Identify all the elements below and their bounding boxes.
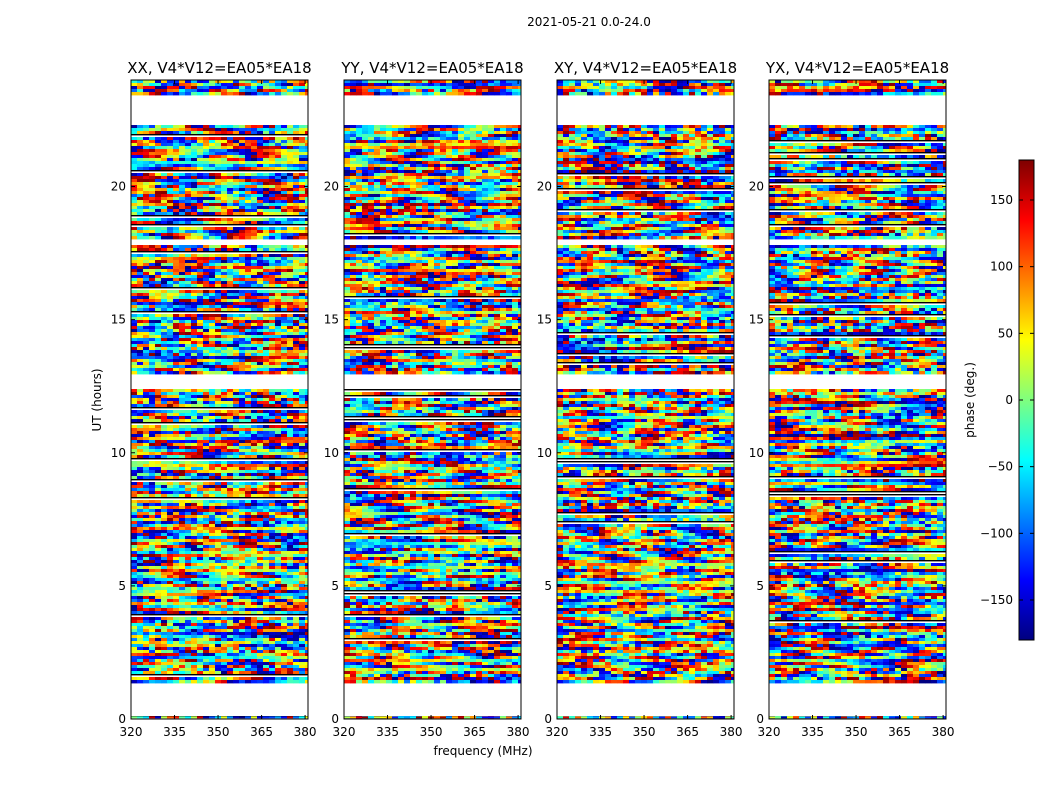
x-tick-label: 335 xyxy=(589,725,612,739)
panel-xy: XY, V4*V12=EA05*EA18 320 335 350 365 380 0 5 10 1… xyxy=(537,59,743,739)
y-tick-label: 20 xyxy=(111,180,126,194)
colorbar-tick-label: −50 xyxy=(988,460,1013,474)
panel-yx: YX, V4*V12=EA05*EA18 320 335 350 365 380 0 5 10 1… xyxy=(749,59,955,739)
y-tick-label: 10 xyxy=(749,446,764,460)
x-tick-label: 320 xyxy=(758,725,781,739)
x-tick-label: 335 xyxy=(376,725,399,739)
colorbar-label: phase (deg.) xyxy=(963,362,977,438)
x-tick-label: 350 xyxy=(845,725,868,739)
y-tick-label: 0 xyxy=(544,712,552,726)
colorbar-tick-label: −150 xyxy=(980,593,1013,607)
y-tick-label: 15 xyxy=(537,313,552,327)
colorbar: 150 100 50 0 −50 −100 −150 xyxy=(980,159,1035,641)
x-tick-label: 365 xyxy=(463,725,486,739)
colorbar-tick-label: 150 xyxy=(990,193,1013,207)
y-tick-label: 5 xyxy=(544,579,552,593)
x-tick-label: 350 xyxy=(633,725,656,739)
chart-title: 2021-05-21 0.0-24.0 xyxy=(527,15,651,29)
x-tick-label: 380 xyxy=(932,725,955,739)
x-axis-label: frequency (MHz) xyxy=(433,744,532,758)
y-tick-label: 15 xyxy=(111,313,126,327)
y-tick-label: 0 xyxy=(756,712,764,726)
plot-frame xyxy=(768,79,947,720)
colorbar-tick-label: 0 xyxy=(1005,393,1013,407)
colorbar-tick-label: 100 xyxy=(990,260,1013,274)
y-axis-label: UT (hours) xyxy=(90,368,104,431)
y-tick-label: 5 xyxy=(331,579,339,593)
panel-title: XX, V4*V12=EA05*EA18 xyxy=(127,59,311,77)
x-tick-label: 365 xyxy=(250,725,273,739)
x-tick-label: 380 xyxy=(507,725,530,739)
colorbar-tick-label: 50 xyxy=(998,326,1013,340)
plot-frame xyxy=(343,79,522,720)
phase-heatmap xyxy=(557,80,734,719)
y-tick-label: 10 xyxy=(111,446,126,460)
phase-heatmap xyxy=(344,80,521,719)
phase-heatmap xyxy=(769,80,946,719)
y-tick-label: 15 xyxy=(749,313,764,327)
y-tick-label: 5 xyxy=(118,579,126,593)
y-tick-label: 20 xyxy=(324,180,339,194)
panel-title: XY, V4*V12=EA05*EA18 xyxy=(554,59,737,77)
y-tick-label: 20 xyxy=(749,180,764,194)
x-tick-label: 335 xyxy=(163,725,186,739)
y-tick-label: 5 xyxy=(756,579,764,593)
colorbar-tick-label: −100 xyxy=(980,526,1013,540)
plot-frame xyxy=(556,79,735,720)
x-tick-label: 320 xyxy=(333,725,356,739)
x-tick-label: 335 xyxy=(801,725,824,739)
y-tick-label: 10 xyxy=(324,446,339,460)
x-tick-label: 350 xyxy=(420,725,443,739)
panels: XX, V4*V12=EA05*EA18 320 335 350 365 380 0 5 10 1… xyxy=(111,59,955,739)
x-tick-label: 365 xyxy=(676,725,699,739)
x-tick-label: 380 xyxy=(294,725,317,739)
x-tick-label: 365 xyxy=(888,725,911,739)
y-tick-label: 15 xyxy=(324,313,339,327)
panel-xx: XX, V4*V12=EA05*EA18 320 335 350 365 380 0 5 10 1… xyxy=(111,59,317,739)
panel-title: YY, V4*V12=EA05*EA18 xyxy=(340,59,523,77)
x-tick-label: 380 xyxy=(720,725,743,739)
y-tick-label: 10 xyxy=(537,446,552,460)
y-tick-label: 0 xyxy=(118,712,126,726)
plot-frame xyxy=(130,79,309,720)
y-tick-label: 20 xyxy=(537,180,552,194)
panel-yy: YY, V4*V12=EA05*EA18 320 335 350 365 380 0 5 10 1… xyxy=(324,59,530,739)
x-tick-label: 350 xyxy=(207,725,230,739)
phase-heatmap xyxy=(131,80,308,719)
panel-title: YX, V4*V12=EA05*EA18 xyxy=(765,59,949,77)
y-tick-label: 0 xyxy=(331,712,339,726)
x-tick-label: 320 xyxy=(546,725,569,739)
x-tick-label: 320 xyxy=(120,725,143,739)
